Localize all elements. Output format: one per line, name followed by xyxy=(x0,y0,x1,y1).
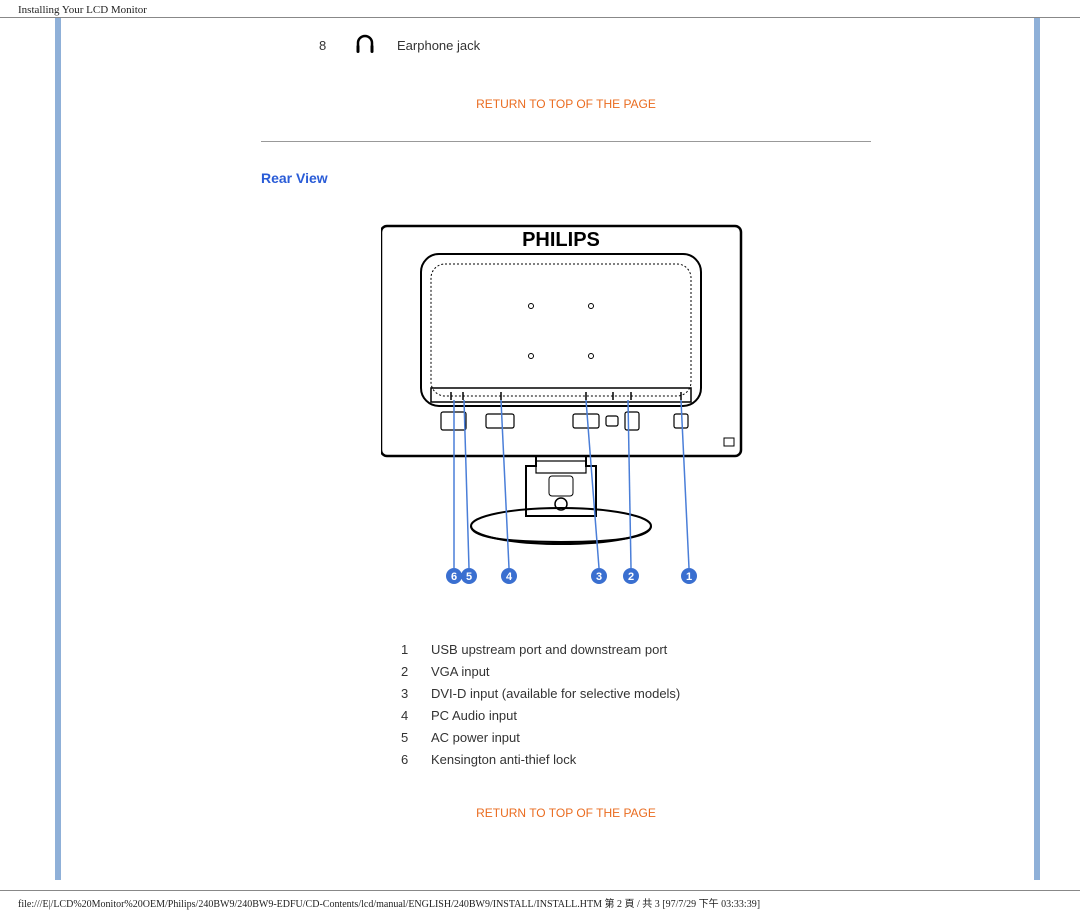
port-list-number: 1 xyxy=(401,639,413,661)
return-to-top-link[interactable]: RETURN TO TOP OF THE PAGE xyxy=(261,798,871,840)
divider xyxy=(261,141,871,142)
monitor-rear-diagram: PHILIPS xyxy=(381,216,1034,599)
port-label: Earphone jack xyxy=(397,38,480,53)
port-list-row: 2 VGA input xyxy=(401,661,1034,683)
section-rear-view-title: Rear View xyxy=(261,170,1034,186)
svg-text:6: 6 xyxy=(451,571,457,583)
port-list-label: DVI-D input (available for selective mod… xyxy=(431,683,680,705)
port-number: 8 xyxy=(319,38,333,53)
page-footer: file:///E|/LCD%20Monitor%20OEM/Philips/2… xyxy=(0,890,1080,920)
port-list-number: 3 xyxy=(401,683,413,705)
port-list-label: AC power input xyxy=(431,727,520,749)
port-list-label: PC Audio input xyxy=(431,705,517,727)
port-item-8: 8 Earphone jack xyxy=(319,32,1034,59)
side-bar-accent-right xyxy=(1034,18,1040,880)
port-list-number: 6 xyxy=(401,749,413,771)
svg-text:2: 2 xyxy=(628,571,634,583)
port-list-row: 6 Kensington anti-thief lock xyxy=(401,749,1034,771)
port-list-label: USB upstream port and downstream port xyxy=(431,639,667,661)
port-list-row: 5 AC power input xyxy=(401,727,1034,749)
port-list-number: 2 xyxy=(401,661,413,683)
footer-text: file:///E|/LCD%20Monitor%20OEM/Philips/2… xyxy=(18,899,760,910)
port-list-row: 1 USB upstream port and downstream port xyxy=(401,639,1034,661)
port-list-number: 5 xyxy=(401,727,413,749)
svg-text:4: 4 xyxy=(506,571,513,583)
main-content: 8 Earphone jack RETURN TO TOP OF THE PAG… xyxy=(61,18,1034,880)
port-list-row: 3 DVI-D input (available for selective mo… xyxy=(401,683,1034,705)
port-list-row: 4 PC Audio input xyxy=(401,705,1034,727)
page-title: Installing Your LCD Monitor xyxy=(18,4,147,16)
svg-text:5: 5 xyxy=(466,571,472,583)
svg-text:PHILIPS: PHILIPS xyxy=(522,229,600,251)
svg-text:1: 1 xyxy=(686,571,692,583)
svg-text:3: 3 xyxy=(596,571,602,583)
port-list-label: Kensington anti-thief lock xyxy=(431,749,576,771)
return-to-top-link[interactable]: RETURN TO TOP OF THE PAGE xyxy=(261,89,871,131)
page-header: Installing Your LCD Monitor xyxy=(0,0,1080,18)
headphone-icon xyxy=(353,32,377,59)
port-list-label: VGA input xyxy=(431,661,490,683)
port-list-number: 4 xyxy=(401,705,413,727)
port-list: 1 USB upstream port and downstream port 2V… xyxy=(401,639,1034,772)
